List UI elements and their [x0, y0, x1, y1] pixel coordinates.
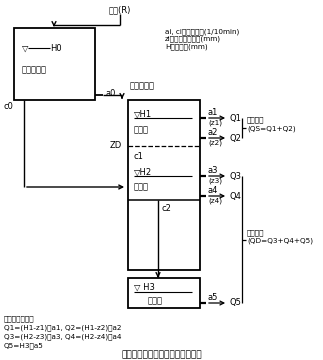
Text: ZD: ZD [110, 141, 122, 150]
Text: 降雨(R): 降雨(R) [109, 5, 131, 14]
Text: a4: a4 [208, 186, 218, 195]
Text: Q4: Q4 [230, 192, 242, 201]
Text: (z1): (z1) [208, 119, 222, 126]
Text: a3: a3 [208, 166, 218, 175]
Text: (z2): (z2) [208, 139, 222, 145]
Text: 貯畔タンク: 貯畔タンク [22, 65, 47, 74]
Text: c1: c1 [134, 152, 144, 161]
Text: 地下流出: 地下流出 [247, 230, 265, 236]
Text: 心土層: 心土層 [148, 296, 163, 305]
Bar [14, 28, 95, 100]
Text: a2: a2 [208, 128, 218, 137]
Text: 図２．改良型棚田タンクモデル図: 図２．改良型棚田タンクモデル図 [121, 350, 202, 359]
Text: 各流出の計算式: 各流出の計算式 [4, 315, 35, 321]
Text: (QD=Q3+Q4+Q5): (QD=Q3+Q4+Q5) [247, 238, 313, 244]
Bar [128, 100, 200, 270]
Text: (QS=Q1+Q2): (QS=Q1+Q2) [247, 125, 296, 131]
Text: 地表部: 地表部 [134, 126, 149, 135]
Text: 地表流出: 地表流出 [247, 116, 265, 123]
Text: c2: c2 [161, 204, 171, 213]
Text: H0: H0 [50, 44, 62, 53]
Text: 作土層: 作土層 [134, 183, 149, 192]
Text: Q1=(H1-z1)・a1, Q2=(H1-z2)・a2: Q1=(H1-z1)・a1, Q2=(H1-z2)・a2 [4, 324, 121, 330]
Text: a5: a5 [208, 293, 218, 302]
Text: c0: c0 [4, 102, 14, 111]
Bar [128, 278, 200, 308]
Text: ▽: ▽ [22, 44, 28, 53]
Text: ai, ci：流出係数(1/10min)
zi：流出孔の位置(mm)
H：貯留高(mm): ai, ci：流出係数(1/10min) zi：流出孔の位置(mm) H：貯留高… [165, 28, 239, 50]
Text: ▽ H3: ▽ H3 [134, 283, 155, 292]
Text: Q5=H3・a5: Q5=H3・a5 [4, 342, 44, 348]
Text: a1: a1 [208, 108, 218, 117]
Text: 水田タンク: 水田タンク [130, 81, 155, 90]
Text: Q3=(H2-z3)・a3, Q4=(H2-z4)・a4: Q3=(H2-z3)・a3, Q4=(H2-z4)・a4 [4, 333, 121, 339]
Text: Q3: Q3 [230, 171, 242, 180]
Text: (z4): (z4) [208, 197, 222, 203]
Text: a0: a0 [105, 89, 115, 98]
Text: ▽H2: ▽H2 [134, 167, 152, 176]
Text: ▽H1: ▽H1 [134, 109, 152, 118]
Text: Q1: Q1 [230, 113, 242, 122]
Text: Q2: Q2 [230, 134, 242, 143]
Text: (z3): (z3) [208, 177, 222, 184]
Text: Q5: Q5 [230, 298, 242, 307]
